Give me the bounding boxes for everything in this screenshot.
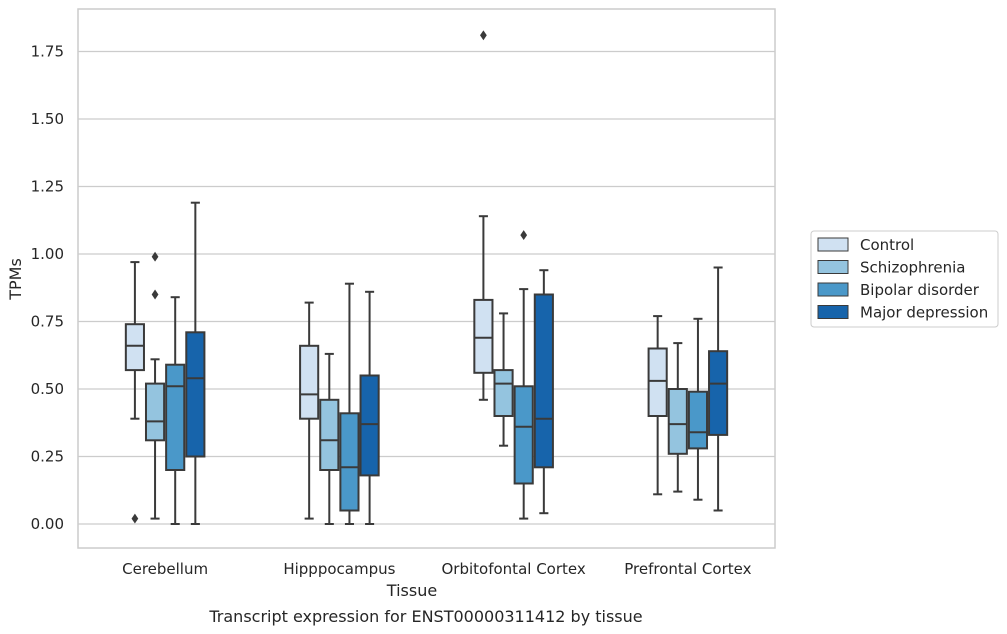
box-schizophrenia xyxy=(144,251,166,520)
plot-frame xyxy=(77,8,776,549)
box-bipolar-disorder xyxy=(513,230,534,520)
box-major-depression xyxy=(185,201,206,525)
box-body xyxy=(299,344,320,420)
box-body xyxy=(513,385,534,485)
outlier-point xyxy=(480,30,487,41)
box-major-depression xyxy=(708,266,729,512)
x-tick-labels: Cerebellum Hipppocampus Orbitofontal Corte… xyxy=(122,560,751,578)
box-bipolar-disorder xyxy=(165,296,186,525)
y-tick-label: 0.25 xyxy=(31,448,64,466)
chart-caption: Transcript expression for ENST0000031141… xyxy=(208,607,642,626)
box-bipolar-disorder xyxy=(687,317,709,501)
y-axis-label: TPMs xyxy=(6,258,25,301)
legend-label: Bipolar disorder xyxy=(860,281,980,299)
box-body xyxy=(708,350,729,436)
x-tick-label: Prefrontal Cortex xyxy=(624,560,751,578)
legend-frame xyxy=(810,230,999,328)
box-control xyxy=(647,315,668,496)
box-body xyxy=(165,363,186,472)
box-control xyxy=(299,301,320,520)
y-tick-label: 1.00 xyxy=(31,245,64,263)
box-major-depression xyxy=(533,269,554,515)
box-body xyxy=(493,369,514,418)
y-tick-label: 0.00 xyxy=(31,515,64,533)
legend: Control Schizophrenia Bipolar disorder Majo… xyxy=(810,230,999,328)
box-body xyxy=(144,382,166,442)
x-axis-label: Tissue xyxy=(386,581,437,600)
box-schizophrenia xyxy=(493,312,514,447)
outlier-point xyxy=(520,230,528,241)
legend-swatch xyxy=(817,282,849,297)
y-tick-label: 0.75 xyxy=(31,313,64,331)
box-body xyxy=(339,412,360,512)
x-tick-label: Orbitofontal Cortex xyxy=(442,560,586,578)
y-tick-label: 1.50 xyxy=(31,110,64,128)
box-body xyxy=(647,347,668,417)
y-tick-label: 1.25 xyxy=(31,178,64,196)
y-tick-label: 1.75 xyxy=(31,43,64,61)
y-tick-label: 0.50 xyxy=(31,380,64,398)
box-major-depression xyxy=(359,290,380,525)
box-body xyxy=(124,323,145,372)
legend-swatch xyxy=(817,237,849,252)
box-schizophrenia xyxy=(667,342,688,493)
box-control xyxy=(124,261,145,524)
box-body xyxy=(319,398,340,471)
box-body xyxy=(687,390,709,450)
box-control xyxy=(473,30,494,401)
x-tick-label: Hipppocampus xyxy=(283,560,395,578)
outlier-point xyxy=(131,513,139,524)
outlier-point xyxy=(151,251,159,262)
box-bipolar-disorder xyxy=(339,282,360,525)
legend-swatch xyxy=(817,305,849,319)
boxes xyxy=(124,30,729,525)
box-schizophrenia xyxy=(319,352,340,525)
box-body xyxy=(359,374,380,477)
box-body xyxy=(667,388,688,455)
legend-label: Control xyxy=(860,236,914,254)
legend-label: Schizophrenia xyxy=(860,259,965,277)
legend-label: Major depression xyxy=(860,304,988,322)
box-body xyxy=(533,293,554,469)
x-tick-label: Cerebellum xyxy=(122,560,208,578)
outlier-point xyxy=(151,289,159,300)
y-tick-labels: 0.00 0.25 0.50 0.75 1.00 1.25 1.50 1.75 xyxy=(31,43,64,534)
legend-swatch xyxy=(817,260,849,274)
box-body xyxy=(473,298,494,374)
box-body xyxy=(185,331,206,458)
